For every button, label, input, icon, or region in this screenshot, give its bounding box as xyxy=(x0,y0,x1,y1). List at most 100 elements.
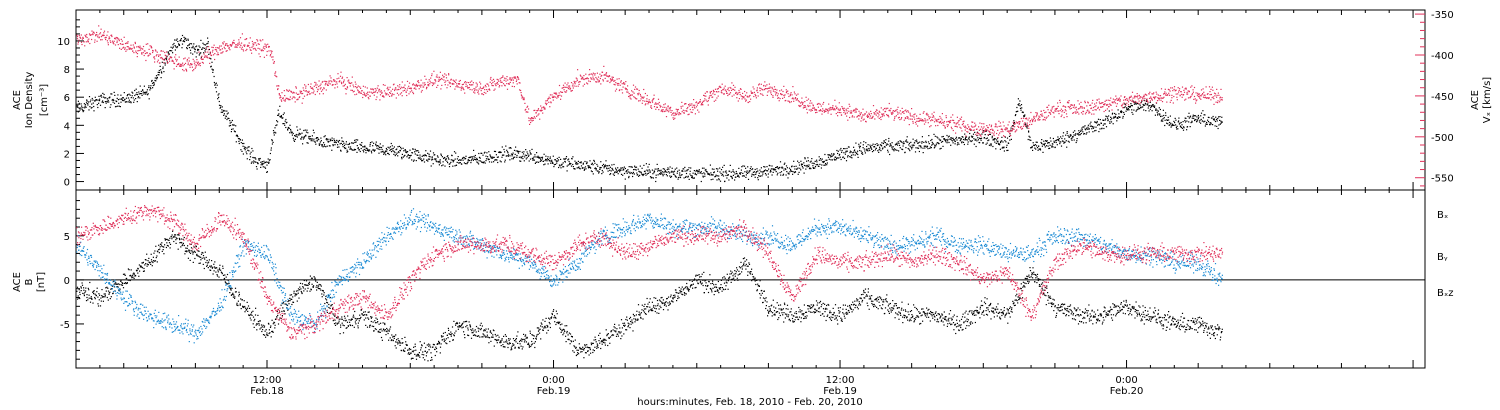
top-point xyxy=(564,91,566,93)
top-point xyxy=(1195,118,1197,121)
top-point xyxy=(609,173,611,176)
top-point xyxy=(1152,104,1154,106)
top-point xyxy=(582,78,584,80)
top-point xyxy=(1078,130,1080,132)
top-point xyxy=(537,114,539,116)
top-point xyxy=(891,142,893,144)
top-point xyxy=(537,108,540,110)
top-point xyxy=(492,157,494,159)
top-point xyxy=(437,76,439,78)
top-point xyxy=(498,80,500,82)
top-point xyxy=(834,159,836,161)
top-point xyxy=(510,147,512,149)
top-point xyxy=(483,86,485,88)
top-point xyxy=(512,77,514,79)
top-point xyxy=(105,38,107,41)
top-point xyxy=(818,156,820,158)
top-point xyxy=(931,113,933,115)
top-point xyxy=(223,41,225,43)
top-point xyxy=(141,93,143,95)
top-point xyxy=(441,156,443,158)
top-point xyxy=(321,144,323,146)
top-point xyxy=(1059,141,1061,143)
top-point xyxy=(419,154,421,156)
top-point xyxy=(1194,115,1197,117)
top-point xyxy=(1051,146,1053,148)
top-point xyxy=(634,86,637,88)
top-point xyxy=(921,142,923,144)
top-point xyxy=(933,111,935,113)
top-point xyxy=(110,104,112,106)
top-point xyxy=(712,93,714,95)
top-point xyxy=(776,91,778,94)
top-point xyxy=(936,142,938,144)
top-point xyxy=(488,161,491,163)
top-point xyxy=(1129,105,1131,107)
top-point xyxy=(513,149,516,151)
top-point xyxy=(1155,108,1157,110)
top-point xyxy=(657,174,659,176)
top-point xyxy=(427,158,430,160)
top-point xyxy=(322,89,324,91)
top-point xyxy=(1012,125,1014,127)
top-point xyxy=(288,127,290,129)
top-point xyxy=(107,101,109,103)
top-point xyxy=(520,92,522,94)
top-point xyxy=(1196,116,1198,118)
top-point xyxy=(376,147,378,149)
top-point xyxy=(1089,123,1091,125)
top-point xyxy=(816,111,818,113)
top-point xyxy=(284,99,287,101)
top-point xyxy=(695,170,697,172)
top-point xyxy=(670,111,672,113)
top-point xyxy=(743,96,745,98)
top-point xyxy=(89,101,91,103)
top-point xyxy=(745,176,747,178)
top-point xyxy=(588,166,591,168)
top-point xyxy=(277,114,279,116)
top-point xyxy=(620,167,622,169)
top-point xyxy=(825,110,827,112)
x-tick-date-label: Feb.18 xyxy=(250,386,284,397)
top-point xyxy=(701,103,703,105)
top-point xyxy=(228,125,230,127)
top-point xyxy=(134,41,136,43)
top-point xyxy=(405,151,407,153)
top-point xyxy=(905,140,907,142)
top-point xyxy=(961,136,963,138)
top-point xyxy=(545,155,547,157)
top-point xyxy=(356,86,358,88)
top-point xyxy=(501,81,503,83)
top-point xyxy=(753,95,755,98)
top-point xyxy=(474,154,476,157)
top-point xyxy=(572,156,574,158)
top-point xyxy=(411,159,413,161)
top-point xyxy=(398,145,400,147)
top-point xyxy=(525,111,527,113)
top-point xyxy=(861,116,863,118)
top-point xyxy=(100,36,102,38)
top-point xyxy=(376,96,378,98)
top-point xyxy=(336,83,338,85)
top-point xyxy=(927,119,929,121)
top-point xyxy=(421,89,423,92)
top-point xyxy=(919,119,921,121)
top-point xyxy=(271,139,273,141)
top-point xyxy=(1125,110,1127,112)
top-point xyxy=(836,149,838,152)
top-point xyxy=(675,176,677,178)
top-point xyxy=(547,159,550,161)
top-point xyxy=(1033,144,1035,147)
top-point xyxy=(788,167,791,169)
top-point xyxy=(353,148,356,150)
top-point xyxy=(506,88,509,90)
top-point xyxy=(929,146,932,148)
top-point xyxy=(681,101,683,103)
top-point xyxy=(809,167,811,169)
top-point xyxy=(438,161,440,164)
top-point xyxy=(303,89,305,91)
top-point xyxy=(622,174,624,176)
top-point xyxy=(764,81,766,83)
top-point xyxy=(822,161,824,163)
top-point xyxy=(189,49,192,51)
